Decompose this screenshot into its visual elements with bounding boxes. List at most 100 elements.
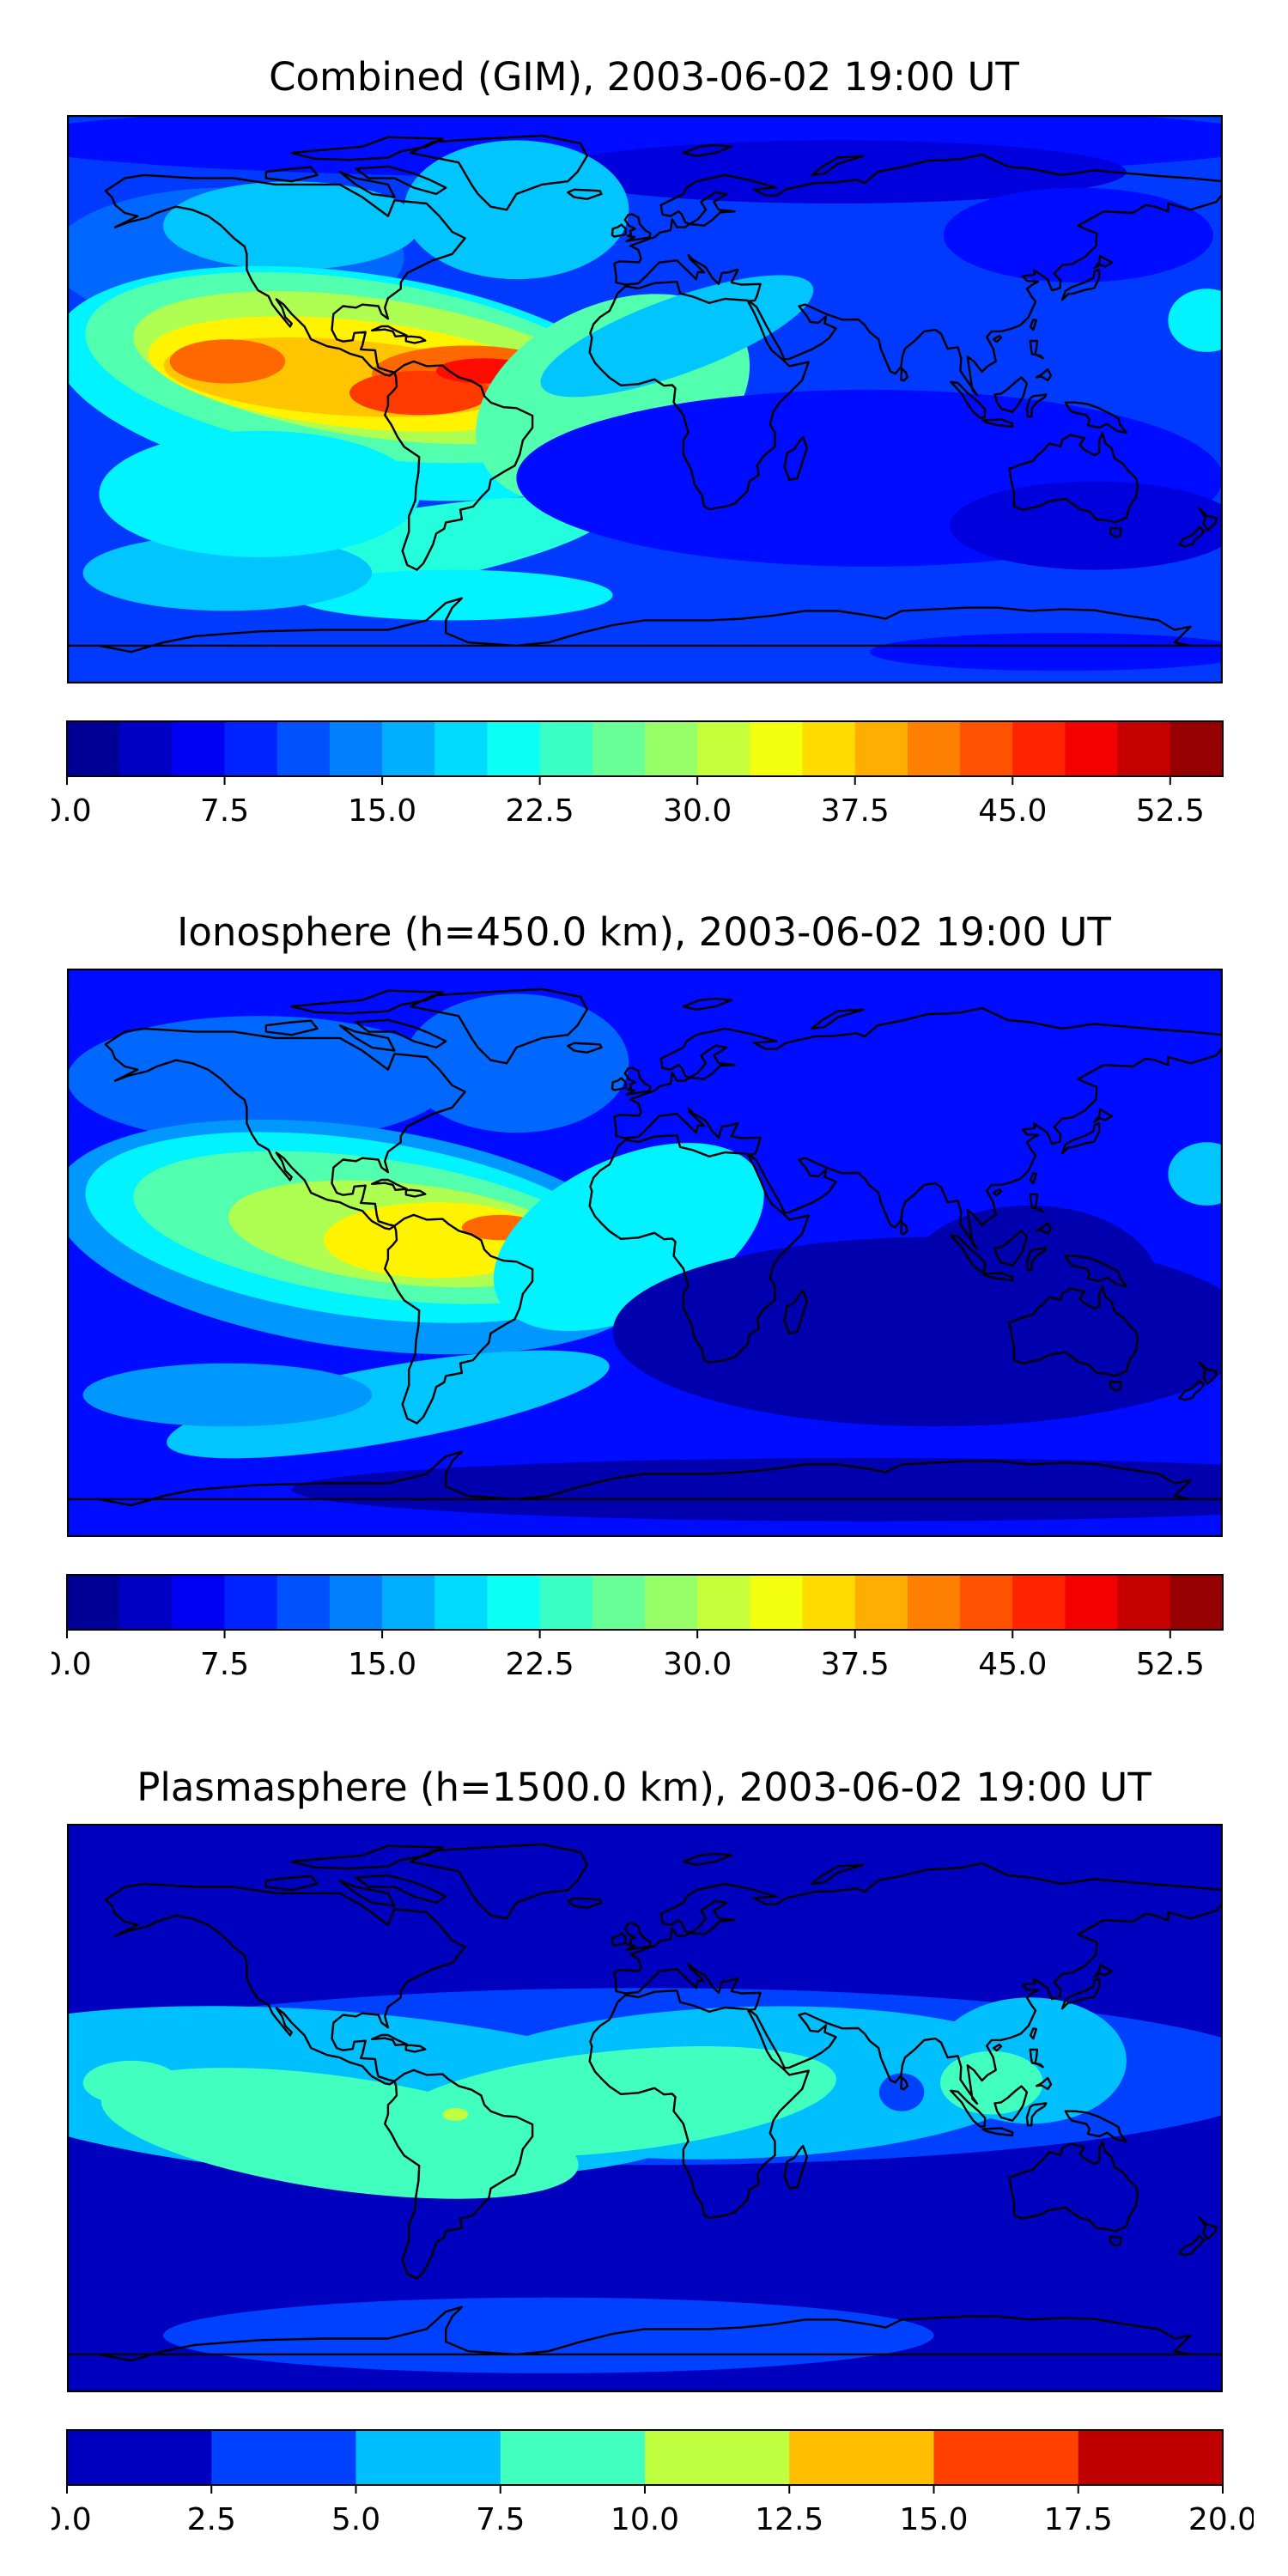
- colorbar-tick-label: 0.0: [52, 2502, 92, 2537]
- coastline: [1029, 319, 1038, 331]
- colorbar-segment: [802, 1575, 856, 1630]
- colorbar-segment: [382, 1575, 435, 1630]
- coastline: [290, 136, 444, 161]
- colorbar-segment: [750, 1575, 804, 1630]
- coastline: [623, 213, 652, 242]
- coastline: [371, 325, 408, 337]
- contour-region: [1168, 1142, 1223, 1206]
- coastline: [404, 335, 427, 344]
- coastline: [950, 380, 987, 419]
- colorbar-segment: [645, 1575, 698, 1630]
- colorbar-segment: [907, 1575, 961, 1630]
- map-plot: [67, 1824, 1223, 2392]
- colorbar-segment: [276, 1575, 331, 1630]
- colorbar-segment: [224, 721, 278, 776]
- contour-region: [67, 969, 1223, 1032]
- coastline: [1060, 1977, 1101, 2010]
- coastline: [811, 1008, 865, 1030]
- coastline: [1029, 1193, 1044, 1213]
- coastline: [993, 376, 1029, 413]
- coastline: [567, 1897, 603, 1910]
- colorbar-segment: [67, 721, 120, 776]
- coastline: [1093, 254, 1114, 270]
- contour-region: [869, 633, 1223, 671]
- coastline: [1178, 2234, 1206, 2257]
- colorbar-segment: [172, 1575, 226, 1630]
- contour-region: [167, 1350, 610, 1459]
- coastline: [1109, 1380, 1122, 1392]
- colorbar-segment: [697, 721, 750, 776]
- colorbar-tick-label: 30.0: [663, 793, 732, 829]
- coastline: [811, 155, 865, 177]
- contour-region: [389, 2046, 836, 2158]
- colorbar: 0.0 7.5 15.0 22.5 30.0 37.5 45.0 52.5: [52, 720, 1224, 829]
- chart-title: Ionosphere (h=450.0 km), 2003-06-02 19:0…: [177, 909, 1111, 955]
- coastline: [992, 1188, 1003, 1197]
- colorbar-segment: [592, 721, 646, 776]
- colorbar-tick-label: 15.0: [899, 2502, 968, 2537]
- contour-region: [291, 1458, 1223, 1522]
- contour-region: [442, 2108, 469, 2121]
- coastline: [264, 1874, 319, 1892]
- coastline: [783, 2144, 808, 2190]
- contour-region: [291, 569, 613, 621]
- coastline: [1035, 368, 1053, 382]
- colorbar-segment: [933, 2430, 1079, 2485]
- coastline: [1008, 1285, 1139, 1377]
- colorbar-segment: [645, 2430, 790, 2485]
- colorbar-tick-label: 15.0: [348, 793, 416, 829]
- colorbar-segment: [382, 721, 435, 776]
- colorbar-segment: [1170, 721, 1224, 776]
- colorbar-segment: [172, 721, 226, 776]
- coastline: [900, 368, 908, 382]
- chart-title: Plasmasphere (h=1500.0 km), 2003-06-02 1…: [137, 1765, 1151, 1810]
- colorbar-segment: [487, 721, 541, 776]
- coastline: [1008, 2141, 1139, 2233]
- colorbar-segment: [539, 1575, 593, 1630]
- coastline: [371, 1178, 408, 1191]
- colorbar-tick-label: 7.5: [200, 1647, 249, 1682]
- contour-region: [349, 370, 491, 416]
- colorbar-tick-label: 30.0: [663, 1647, 732, 1682]
- colorbar-tick-label: 22.5: [506, 793, 574, 829]
- colorbar-segment: [434, 721, 489, 776]
- contour-region: [940, 2050, 1043, 2115]
- colorbar-segment: [224, 1575, 278, 1630]
- coastline: [338, 170, 396, 198]
- colorbar-tick-label: 45.0: [978, 1647, 1047, 1682]
- colorbar-tick-label: 52.5: [1136, 793, 1205, 829]
- coastline: [1025, 1247, 1048, 1272]
- coastline: [338, 1024, 396, 1052]
- colorbar-segment: [854, 721, 908, 776]
- coastline: [588, 1133, 810, 1364]
- coastline: [104, 1882, 466, 2086]
- map-frame: [67, 969, 1223, 1537]
- colorbar-frame: [66, 720, 1224, 777]
- colorbar-segment: [750, 721, 804, 776]
- coastline: [355, 1874, 447, 1905]
- colorbar-segment: [276, 721, 331, 776]
- coastline: [1064, 2110, 1128, 2143]
- coastline: [611, 1077, 627, 1091]
- colorbar-tick-label: 0.0: [52, 793, 92, 829]
- coastline: [950, 2089, 987, 2128]
- coastline: [783, 1289, 808, 1334]
- coastline: [682, 1852, 733, 1866]
- coastline: [613, 1862, 1223, 2105]
- coastline: [338, 1879, 396, 1907]
- coastline: [993, 1230, 1029, 1267]
- contour-region: [163, 181, 421, 270]
- map-plot: [67, 969, 1223, 1537]
- coastline: [682, 143, 733, 157]
- coastline: [409, 987, 588, 1065]
- colorbar-tick-label: 5.0: [331, 2502, 380, 2537]
- colorbar-tick-label: 45.0: [978, 793, 1047, 829]
- coastline: [355, 1018, 447, 1049]
- coastline: [67, 597, 1223, 653]
- coastline: [783, 435, 808, 481]
- coastline: [992, 334, 1003, 343]
- coastline: [404, 2044, 427, 2053]
- coastline: [1178, 1379, 1206, 1401]
- coastline: [950, 1234, 987, 1273]
- coastline: [613, 153, 1223, 397]
